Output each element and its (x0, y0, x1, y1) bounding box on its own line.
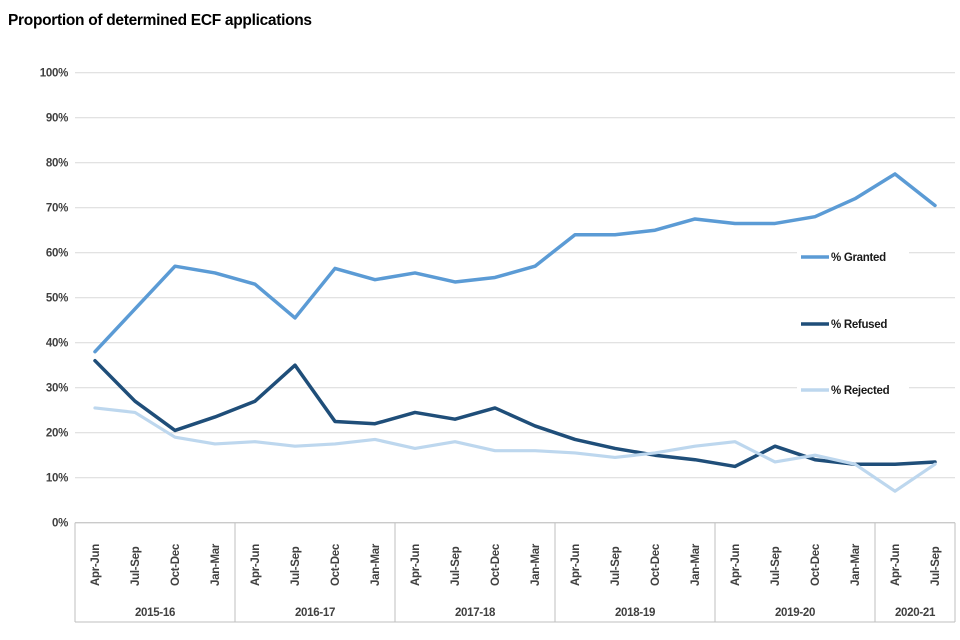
y-axis-label: 60% (46, 248, 68, 260)
x-axis-quarter-label: Oct-Dec (810, 543, 822, 586)
x-axis-quarter-label: Oct-Dec (490, 543, 502, 586)
x-axis-quarter-label: Apr-Jun (90, 544, 102, 586)
x-axis-quarter-label: Jan-Mar (370, 543, 382, 586)
x-axis-quarter-label: Apr-Jun (410, 544, 422, 586)
y-axis-label: 40% (46, 338, 68, 350)
x-axis-quarter-label: Apr-Jun (890, 544, 902, 586)
x-axis-quarter-label: Oct-Dec (330, 543, 342, 586)
x-axis-quarter-label: Jul-Sep (770, 546, 782, 586)
legend-item: % Rejected (831, 385, 890, 397)
y-axis-label: 30% (46, 383, 68, 395)
x-axis-quarter-label: Jul-Sep (450, 546, 462, 586)
x-axis-quarter-label: Jan-Mar (530, 543, 542, 586)
x-axis-quarter-label: Jul-Sep (290, 546, 302, 586)
legend-bg (797, 381, 909, 399)
legend-item: % Granted (831, 252, 886, 264)
x-axis-quarter-label: Apr-Jun (730, 544, 742, 586)
legend-item: % Refused (831, 319, 887, 331)
x-axis-quarter-label: Jan-Mar (690, 543, 702, 586)
x-axis-year-label: 2020-21 (895, 607, 936, 619)
y-axis-label: 100% (40, 68, 68, 80)
y-axis-label: 0% (52, 518, 68, 530)
x-axis-quarter-label: Oct-Dec (650, 543, 662, 586)
x-axis-year-label: 2019-20 (775, 607, 815, 619)
y-axis-label: 20% (46, 428, 68, 440)
x-axis-quarter-label: Jul-Sep (130, 546, 142, 586)
series-line-refused (93, 358, 937, 469)
x-axis-year-label: 2017-18 (455, 607, 496, 619)
y-axis-label: 50% (46, 293, 68, 305)
series-line-rejected (93, 406, 937, 493)
x-axis-quarter-label: Jan-Mar (850, 543, 862, 586)
x-axis-quarter-label: Jan-Mar (210, 543, 222, 586)
y-axis-label: 70% (46, 203, 68, 215)
x-axis-year-label: 2018-19 (615, 607, 655, 619)
x-axis-quarter-label: Apr-Jun (570, 544, 582, 586)
legend-bg (797, 315, 909, 333)
chart-title: Proportion of determined ECF application… (8, 12, 312, 29)
y-axis-label: 10% (46, 473, 68, 485)
x-axis-year-label: 2015-16 (135, 607, 175, 619)
y-axis-label: 90% (46, 113, 68, 125)
x-axis-quarter-label: Jul-Sep (930, 546, 942, 586)
x-axis-year-label: 2016-17 (295, 607, 335, 619)
legend-bg (797, 248, 909, 266)
series-line-granted (93, 172, 937, 354)
x-axis-quarter-label: Jul-Sep (610, 546, 622, 586)
y-axis-label: 80% (46, 158, 68, 170)
x-axis-quarter-label: Apr-Jun (250, 544, 262, 586)
x-axis-quarter-label: Oct-Dec (170, 543, 182, 586)
